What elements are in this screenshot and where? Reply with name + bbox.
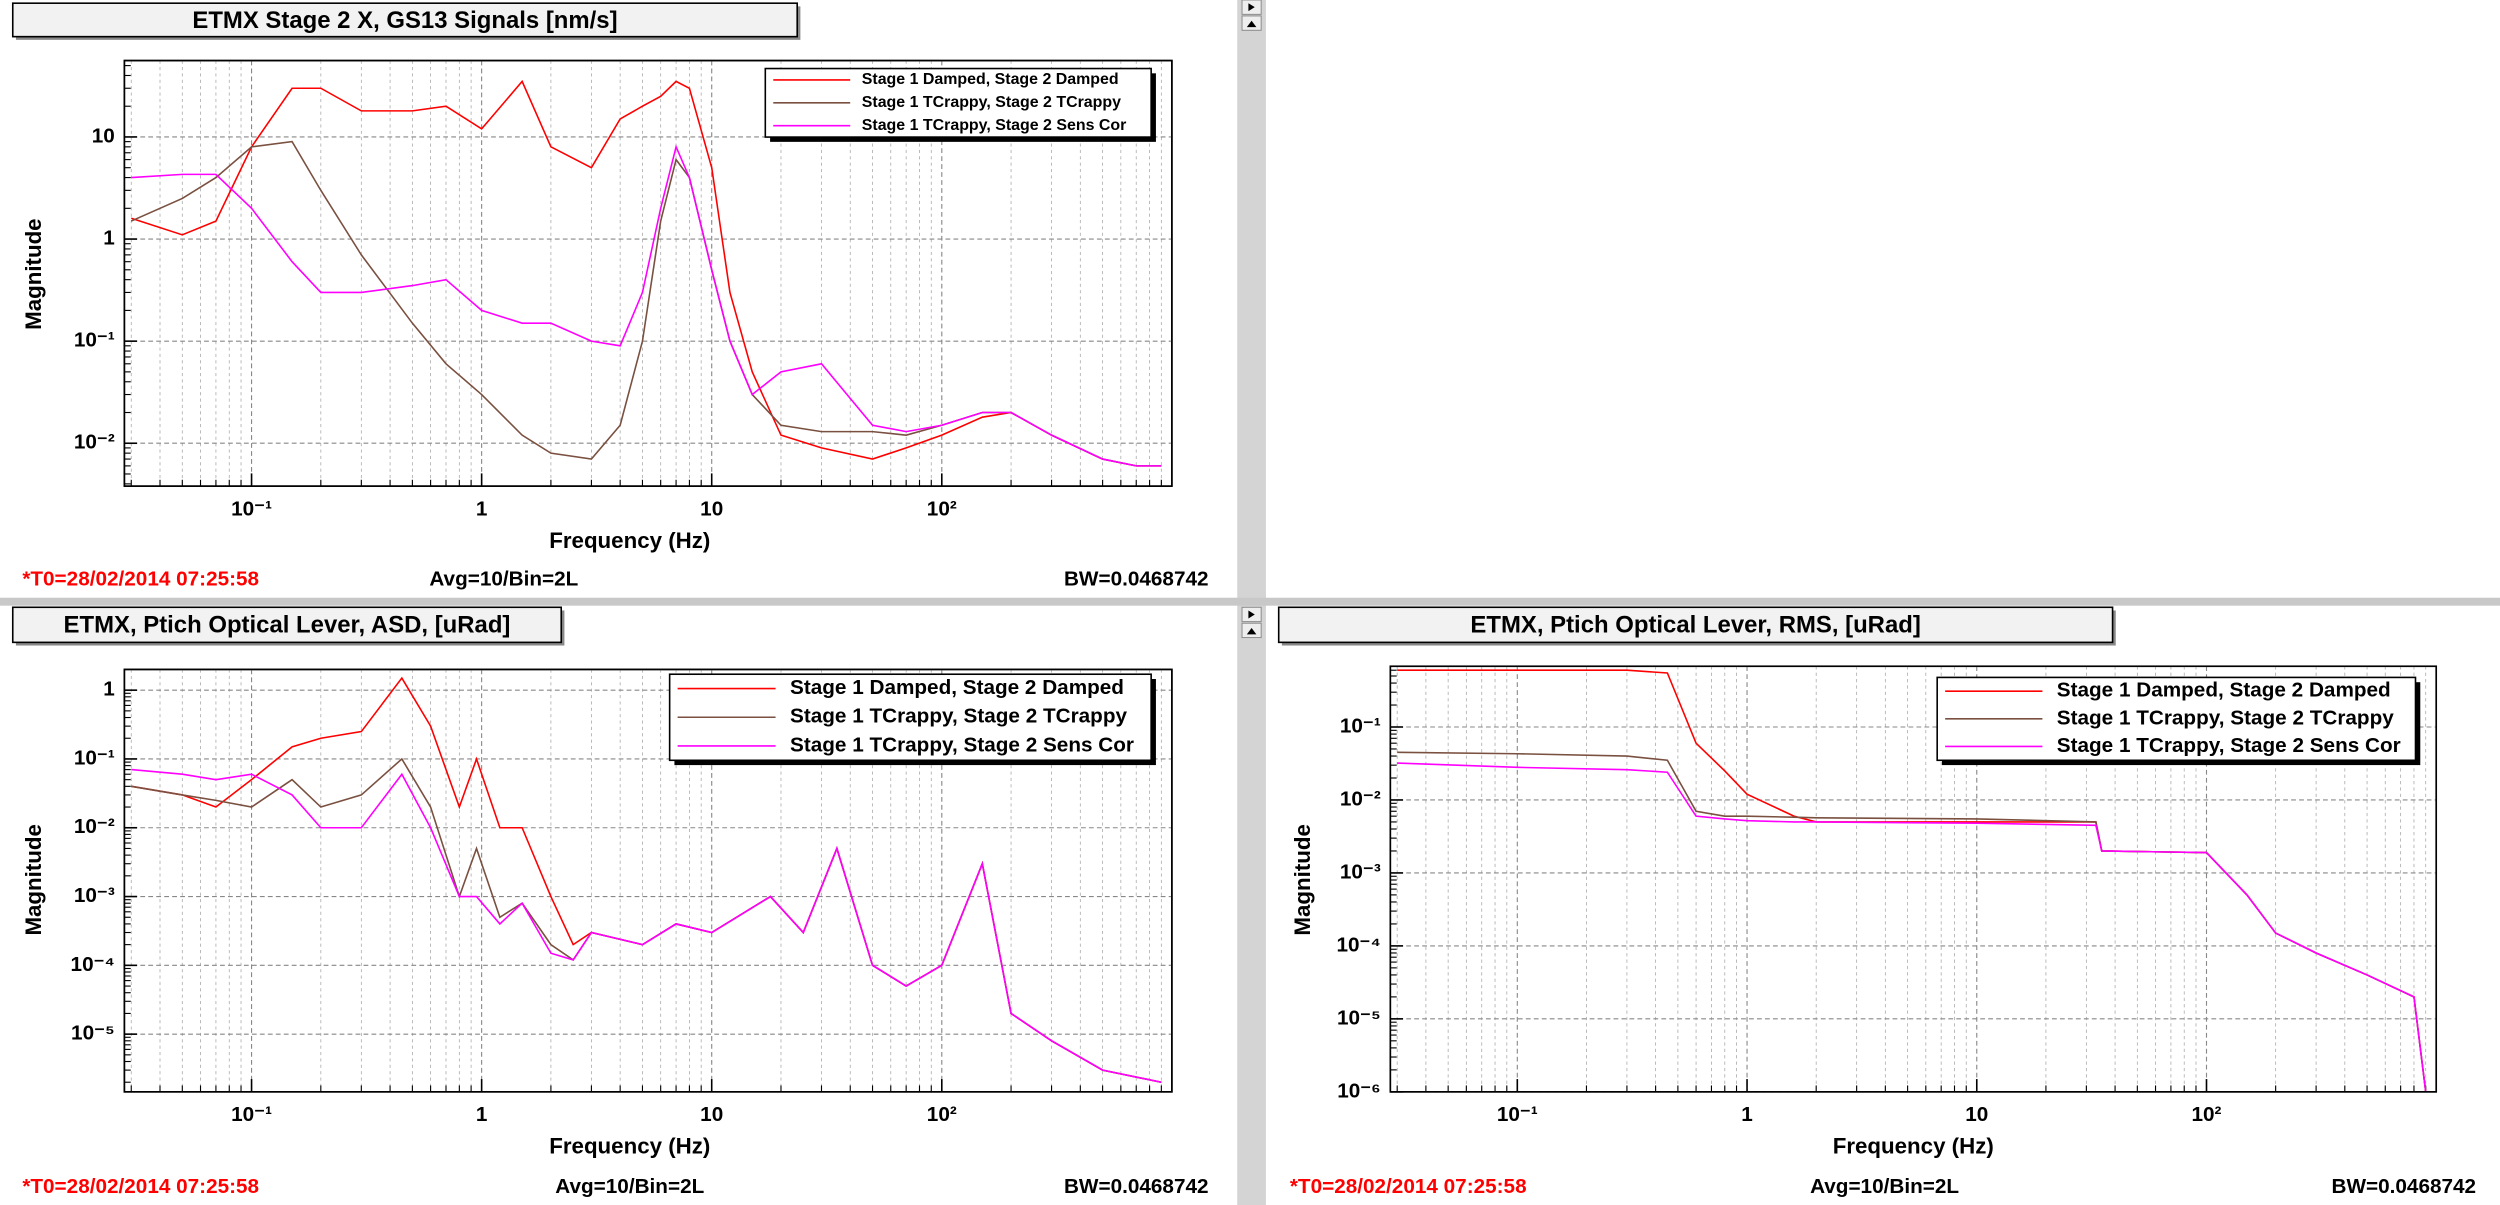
y-tick-label: 10⁻² (1340, 787, 1381, 810)
series-group (131, 676, 1162, 1084)
y-axis-label: Magnitude (21, 218, 46, 329)
legend-label: Stage 1 Damped, Stage 2 Damped (790, 676, 1124, 699)
chart-title: ETMX Stage 2 X, GS13 Signals [nm/s] (192, 7, 617, 34)
x-tick-label: 10⁻¹ (231, 498, 272, 521)
vertical-splitter[interactable] (1237, 0, 1266, 603)
title-box (11, 606, 563, 644)
x-tick-label: 10² (2192, 1103, 2222, 1126)
footer-avg: Avg=10/Bin=2L (429, 568, 578, 591)
y-axis-label: Magnitude (1290, 824, 1315, 935)
y-tick-label: 10⁻⁶ (1337, 1079, 1381, 1102)
x-tick-label: 10⁻¹ (1497, 1103, 1538, 1126)
scroll-arrow (1248, 610, 1255, 619)
vertical-splitter[interactable] (1237, 602, 1266, 1205)
x-tick-label: 10 (700, 498, 723, 521)
legend-label: Stage 1 TCrappy, Stage 2 Sens Cor (2057, 734, 2401, 757)
chart-title: ETMX, Ptich Optical Lever, RMS, [uRad] (1470, 612, 1920, 639)
y-tick-label: 10⁻⁴ (1336, 933, 1380, 956)
y-tick-label: 10 (92, 124, 115, 147)
y-tick-label: 10⁻¹ (74, 329, 115, 352)
footer-avg: Avg=10/Bin=2L (1810, 1175, 1959, 1198)
data-line (1397, 762, 2427, 1092)
series-group (1397, 669, 2427, 1092)
series-group (130, 79, 1162, 467)
footer-bw: BW=0.0468742 (2332, 1175, 2477, 1198)
y-tick-label: 10⁻⁴ (71, 953, 115, 976)
x-tick-label: 10² (927, 498, 957, 521)
scroll-arrow (1246, 628, 1257, 635)
footer-t0: *T0=28/02/2014 07:25:58 (22, 568, 259, 591)
y-tick-label: 10⁻¹ (74, 746, 115, 769)
y-tick-label: 10⁻¹ (1340, 714, 1381, 737)
footer-avg: Avg=10/Bin=2L (555, 1175, 704, 1198)
x-tick-label: 1 (476, 498, 488, 521)
title-box (11, 2, 798, 38)
plot-frame (123, 668, 1173, 1093)
scroll-arrow (1246, 20, 1257, 28)
x-tick-label: 10⁻¹ (231, 1103, 272, 1126)
x-tick-label: 10 (1965, 1103, 1988, 1126)
x-tick-label: 10² (927, 1103, 957, 1126)
footer-bw: BW=0.0468742 (1064, 568, 1209, 591)
data-line (131, 768, 1162, 1084)
footer-t0: *T0=28/02/2014 07:25:58 (1290, 1175, 1527, 1198)
legend-label: Stage 1 TCrappy, Stage 2 Sens Cor (790, 733, 1134, 756)
data-line (131, 79, 1162, 467)
x-axis-label: Frequency (Hz) (549, 528, 710, 553)
horizontal-splitter[interactable] (0, 597, 2500, 606)
footer-t0: *T0=28/02/2014 07:25:58 (22, 1175, 259, 1198)
y-tick-label: 10⁻³ (74, 884, 115, 907)
x-tick-label: 1 (1741, 1103, 1753, 1126)
data-line (131, 144, 1162, 467)
legend-label: Stage 1 TCrappy, Stage 2 Sens Cor (862, 117, 1127, 134)
y-axis-label: Magnitude (21, 824, 46, 935)
x-tick-label: 1 (476, 1103, 488, 1126)
scroll-arrow (1248, 3, 1255, 12)
legend-label: Stage 1 TCrappy, Stage 2 TCrappy (862, 94, 1121, 111)
chart-title: ETMX, Ptich Optical Lever, ASD, [uRad] (64, 612, 511, 639)
y-tick-label: 10⁻⁵ (71, 1022, 115, 1045)
x-tick-label: 10 (700, 1103, 723, 1126)
x-axis-label: Frequency (Hz) (1833, 1134, 1994, 1159)
legend-label: Stage 1 Damped, Stage 2 Damped (862, 71, 1119, 88)
y-tick-label: 10⁻³ (1340, 860, 1381, 883)
y-tick-label: 10⁻² (74, 431, 115, 454)
legend-label: Stage 1 Damped, Stage 2 Damped (2057, 679, 2391, 702)
plot-frame (123, 59, 1173, 487)
y-tick-label: 1 (103, 227, 115, 250)
title-box (1277, 606, 2114, 644)
y-tick-label: 10⁻⁵ (1337, 1006, 1381, 1029)
y-tick-label: 1 (103, 678, 115, 701)
plot-frame (1389, 665, 2438, 1093)
x-axis-label: Frequency (Hz) (549, 1134, 710, 1159)
legend-label: Stage 1 TCrappy, Stage 2 TCrappy (2057, 706, 2394, 729)
footer-bw: BW=0.0468742 (1064, 1175, 1209, 1198)
legend-label: Stage 1 TCrappy, Stage 2 TCrappy (790, 705, 1127, 728)
y-tick-label: 10⁻² (74, 815, 115, 838)
